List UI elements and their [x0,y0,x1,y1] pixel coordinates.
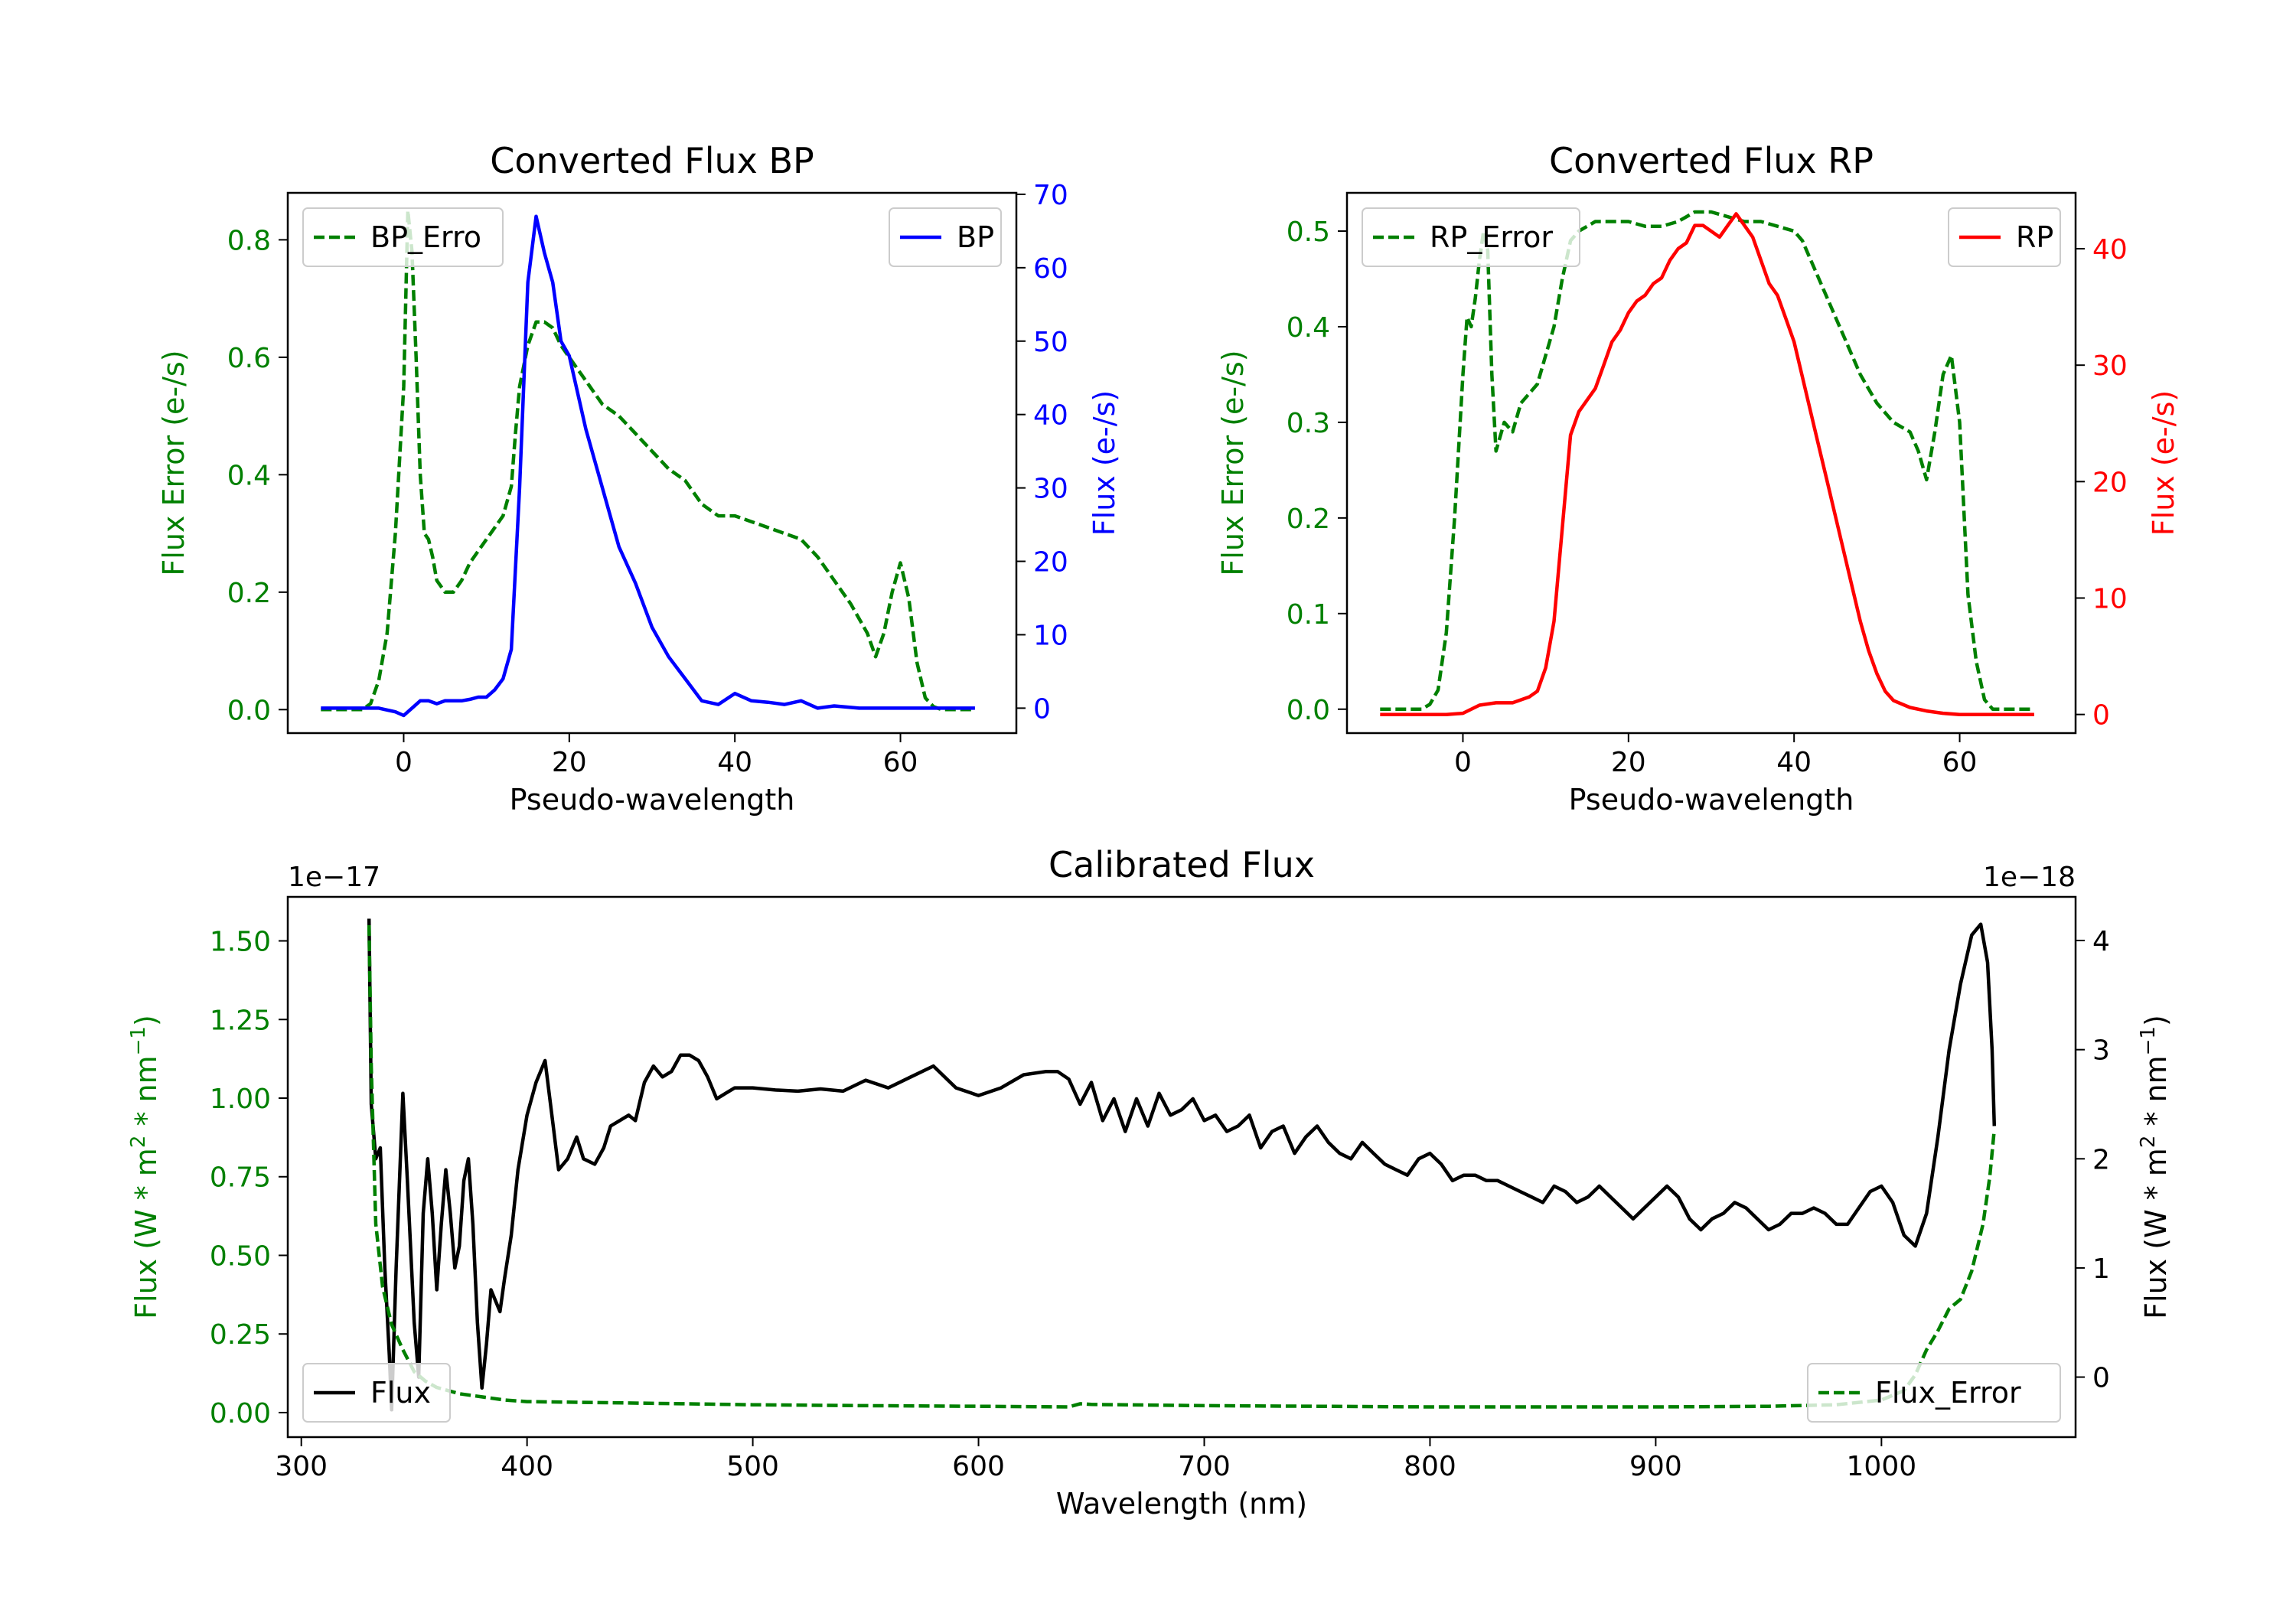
plot-frame [1345,191,2077,735]
x-tick-label: 60 [1942,747,1978,778]
legend-box [1362,207,1580,267]
y-left-offset-text: 1e−17 [288,862,380,893]
y-left-tick-label: 0.50 [210,1240,271,1272]
y-right-tick-label: 0 [2092,1363,2110,1394]
x-axis-label: Pseudo-wavelength [510,783,795,817]
y-right-tick-label: 30 [1033,474,1068,505]
legend-bp: BP [889,207,1002,267]
y-right-axis-label: Flux (W * m2 * nm−1) [2137,1015,2173,1319]
x-tick-label: 60 [883,747,918,778]
y-left-tick-label: 1.00 [210,1084,271,1115]
y-right-tick-label: 70 [1033,180,1068,211]
y-left-tick-label: 0.5 [1287,217,1330,248]
y-right-tick-label: 1 [2092,1253,2110,1285]
y-left-axis-label: Flux Error (e-/s) [157,350,191,575]
plot-frame [286,895,2077,1439]
chart-title: Calibrated Flux [1049,844,1315,885]
y-right-tick-label: 4 [2092,926,2110,957]
x-axis-label: Wavelength (nm) [1056,1487,1307,1521]
y-left-tick-label: 0.2 [1287,504,1330,535]
series-line-rp [1380,212,2034,716]
x-tick-label: 20 [552,747,587,778]
y-left-tick-label: 0.1 [1287,599,1330,631]
y-left-tick-label: 1.25 [210,1005,271,1036]
series-line-bp [321,214,975,718]
x-tick-label: 400 [501,1451,553,1482]
x-tick-label: 0 [1454,747,1472,778]
series-line-flux-error [367,924,1997,1409]
x-tick-label: 40 [1776,747,1812,778]
panel-converted-flux-bp: 0 20 40 60 0.0 0.2 0.4 0.6 0.8 0 10 20 30 40 50 60 70 Con… [157,140,1121,817]
y-left-tick-label: 0.75 [210,1162,271,1194]
y-left-axis-label: Flux Error (e-/s) [1216,350,1250,575]
plot-frame [286,191,1018,735]
y-left-tick-label: 0.2 [227,578,271,609]
x-tick-label: 600 [952,1451,1005,1482]
legend-label: BP_Erro [370,220,481,254]
x-tick-label: 40 [717,747,752,778]
series-line-bp-error [321,208,975,712]
y-right-tick-label: 20 [2092,467,2128,498]
y-right-tick-label: 3 [2092,1035,2110,1067]
legend-flux: Flux [302,1363,451,1423]
y-right-tick-label: 2 [2092,1144,2110,1175]
y-left-tick-label: 0.4 [1287,312,1330,344]
y-left-tick-label: 0.25 [210,1319,271,1351]
legend-box [302,207,504,267]
chart-title: Converted Flux BP [490,140,814,181]
x-tick-label: 700 [1178,1451,1231,1482]
x-tick-label: 20 [1611,747,1646,778]
legend-box [889,207,1002,267]
panel-calibrated-flux: 300 400 500 600 700 800 900 1000 0.00 0.25 0.50 0.7… [127,844,2173,1521]
legend-label: Flux_Error [1875,1376,2021,1410]
x-axis-label: Pseudo-wavelength [1569,783,1854,817]
legend-rp-error: RP_Error [1362,207,1580,267]
y-right-tick-label: 10 [2092,584,2128,615]
y-left-tick-label: 0.8 [227,225,271,256]
y-right-tick-label: 40 [2092,234,2128,266]
legend-label: Flux [370,1376,431,1410]
x-tick-label: 1000 [1847,1451,1917,1482]
legend-rp: RP [1948,207,2061,267]
x-tick-label: 900 [1629,1451,1682,1482]
legend-bp-error: BP_Erro [302,207,504,267]
x-tick-label: 800 [1404,1451,1456,1482]
y-left-tick-label: 0.4 [227,460,271,491]
x-tick-label: 500 [726,1451,779,1482]
y-right-tick-label: 40 [1033,400,1068,432]
legend-box [1807,1363,2061,1423]
y-left-tick-label: 0.0 [227,695,271,726]
y-right-tick-label: 10 [1033,620,1068,651]
x-tick-label: 0 [395,747,413,778]
y-right-offset-text: 1e−18 [1983,862,2076,893]
y-right-tick-label: 30 [2092,350,2128,382]
legend-box [302,1363,451,1423]
x-tick-label: 300 [275,1451,328,1482]
y-right-tick-label: 0 [2092,700,2110,732]
series-line-rp-error [1380,210,2034,712]
y-left-tick-label: 0.6 [227,343,271,374]
legend-label: RP_Error [1430,220,1553,254]
y-left-tick-label: 0.00 [210,1398,271,1429]
y-right-axis-label: Flux (e-/s) [2147,390,2180,536]
y-right-axis-label: Flux (e-/s) [1088,390,1121,536]
y-right-tick-label: 20 [1033,547,1068,579]
y-left-axis-label: Flux (W * m2 * nm−1) [127,1015,163,1319]
chart-title: Converted Flux RP [1549,140,1874,181]
y-right-tick-label: 50 [1033,327,1068,358]
legend-label: RP [2016,220,2053,254]
y-left-tick-label: 0.0 [1287,695,1330,726]
legend-label: BP [957,220,994,254]
y-right-tick-label: 0 [1033,693,1051,725]
legend-flux-error: Flux_Error [1807,1363,2061,1423]
y-left-tick-label: 0.3 [1287,408,1330,439]
y-right-tick-label: 60 [1033,253,1068,285]
series-line-flux [367,918,1997,1412]
y-left-tick-label: 1.50 [210,927,271,958]
legend-box [1948,207,2061,267]
panel-converted-flux-rp: 0 20 40 60 0.0 0.1 0.2 0.3 0.4 0.5 0 10 20 30 40 Conver… [1216,140,2180,817]
